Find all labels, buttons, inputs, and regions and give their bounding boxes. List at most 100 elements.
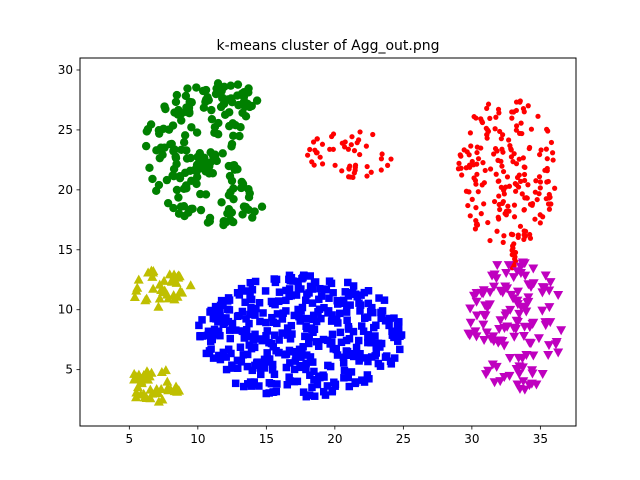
data-point	[285, 346, 294, 355]
data-point	[312, 338, 321, 346]
data-point	[497, 206, 503, 213]
data-point	[481, 180, 487, 186]
data-point	[255, 298, 264, 307]
data-point	[209, 307, 218, 316]
data-point	[198, 316, 206, 324]
data-point	[179, 138, 189, 147]
data-point	[141, 141, 151, 151]
data-point	[487, 360, 498, 370]
data-point	[517, 354, 528, 364]
data-point	[229, 194, 238, 204]
data-point	[495, 286, 506, 296]
data-point	[370, 323, 378, 332]
data-point	[521, 228, 527, 234]
data-point	[243, 362, 252, 371]
data-point	[273, 310, 282, 318]
data-point	[286, 359, 294, 367]
data-point	[493, 171, 499, 177]
data-point	[259, 309, 267, 317]
data-point	[332, 162, 338, 168]
data-point	[344, 292, 353, 300]
data-point	[465, 318, 476, 328]
data-point	[220, 82, 229, 91]
data-point	[304, 339, 313, 348]
data-point	[497, 337, 508, 347]
data-point	[328, 330, 337, 339]
data-point	[369, 308, 377, 317]
data-point	[540, 271, 551, 281]
data-point	[216, 102, 226, 112]
data-point	[494, 228, 500, 234]
data-point	[249, 336, 258, 344]
data-point	[267, 297, 276, 306]
data-point	[480, 301, 491, 311]
data-point	[131, 373, 142, 383]
data-point	[231, 379, 240, 388]
data-point	[222, 365, 231, 374]
data-point	[505, 203, 511, 209]
data-point	[174, 209, 184, 218]
data-point	[279, 309, 287, 317]
data-point	[298, 348, 306, 356]
data-point	[192, 83, 201, 92]
data-point	[227, 349, 235, 358]
data-point	[485, 101, 492, 107]
data-point	[527, 319, 538, 329]
data-point	[371, 332, 379, 340]
data-point	[346, 166, 352, 172]
data-point	[514, 123, 520, 129]
data-point	[533, 178, 539, 184]
data-point	[518, 377, 529, 387]
data-point	[263, 349, 271, 357]
data-point	[236, 343, 245, 351]
data-point	[313, 380, 322, 389]
data-point	[494, 148, 500, 154]
data-point	[363, 371, 372, 379]
data-point	[208, 150, 217, 159]
data-point	[226, 94, 236, 103]
data-point	[158, 150, 167, 159]
data-point	[535, 113, 541, 119]
data-point	[232, 326, 240, 334]
data-point	[511, 202, 518, 208]
data-point	[364, 163, 370, 170]
data-point	[162, 175, 172, 185]
data-point	[364, 287, 373, 295]
data-point	[154, 293, 165, 303]
data-point	[298, 274, 306, 283]
data-point	[485, 219, 491, 226]
data-point	[549, 150, 556, 156]
x-tick-label: 10	[190, 432, 205, 446]
data-point	[203, 331, 212, 340]
data-point	[180, 131, 190, 140]
data-point	[515, 234, 521, 240]
data-points	[129, 79, 567, 406]
data-point	[496, 178, 502, 184]
data-point	[348, 142, 354, 148]
data-point	[551, 338, 562, 348]
data-point	[252, 359, 261, 367]
data-point	[302, 365, 310, 374]
data-point	[302, 314, 310, 323]
data-point	[291, 357, 300, 365]
data-point	[519, 259, 530, 269]
data-point	[349, 282, 358, 290]
data-point	[553, 348, 564, 358]
data-point	[511, 214, 518, 220]
data-point	[239, 382, 248, 391]
data-point	[479, 335, 490, 345]
data-point	[328, 386, 337, 395]
data-point	[159, 275, 170, 285]
data-point	[334, 319, 342, 327]
data-point	[536, 191, 542, 197]
data-point	[302, 359, 310, 368]
data-point	[290, 311, 299, 320]
data-point	[199, 103, 209, 112]
data-point	[340, 374, 348, 382]
data-point	[504, 174, 511, 180]
data-point	[527, 235, 534, 241]
data-point	[388, 331, 397, 339]
data-point	[520, 106, 527, 112]
data-point	[523, 195, 530, 201]
